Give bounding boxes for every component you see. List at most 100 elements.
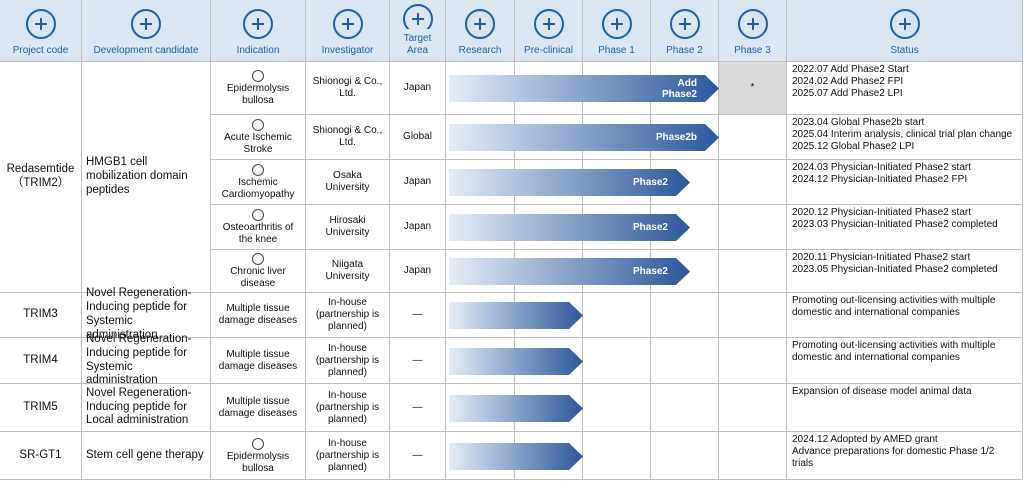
candidate-text: Novel Regeneration-Inducing peptide for … bbox=[86, 332, 192, 387]
area-text: — bbox=[412, 309, 423, 320]
project-text: SR-GT1 bbox=[19, 448, 62, 461]
area-text: — bbox=[412, 354, 423, 366]
indication: Chronic liver disease bbox=[211, 250, 306, 293]
header-cell: Pre-clinical bbox=[515, 0, 583, 62]
indication: Ischemic Cardiomyopathy bbox=[211, 160, 306, 205]
progress-arrow bbox=[449, 347, 583, 375]
arrow-shape bbox=[449, 394, 583, 422]
indication-icon bbox=[252, 119, 264, 131]
header-label: Phase 2 bbox=[666, 45, 703, 56]
indication-icon bbox=[252, 164, 264, 176]
status: 2024.12 Adopted by AMED grant Advance pre… bbox=[787, 432, 1023, 480]
header-icon bbox=[533, 9, 564, 39]
target-area: Japan bbox=[390, 205, 446, 250]
progress-arrow bbox=[449, 442, 583, 470]
area-text: Japan bbox=[403, 221, 432, 232]
header-icon bbox=[601, 9, 632, 39]
header-cell: Project code bbox=[0, 0, 82, 62]
investigator: Niigata University bbox=[306, 250, 390, 293]
progress-arrow bbox=[449, 394, 583, 422]
indication: Epidermolysis bullosa bbox=[211, 62, 306, 115]
header-label: Phase 1 bbox=[598, 45, 635, 56]
header-cell: Research bbox=[446, 0, 515, 62]
arrow-shape bbox=[449, 347, 583, 375]
status-line: Promoting out-licensing activities with … bbox=[792, 340, 996, 363]
investigator-text: Hirosaki University bbox=[325, 215, 370, 238]
header-icon bbox=[332, 9, 363, 39]
status-line: 2025.07 Add Phase2 LPI bbox=[792, 88, 903, 99]
candidate-text: Novel Regeneration-Inducing peptide for … bbox=[86, 287, 192, 341]
investigator-text: Osaka University bbox=[325, 170, 370, 193]
project-text: TRIM4 bbox=[23, 353, 58, 366]
candidate-text: Stem cell gene therapy bbox=[86, 448, 204, 461]
header-cell: Development candidate bbox=[82, 0, 211, 62]
status-line: 2024.03 Physician-Initiated Phase2 start bbox=[792, 162, 971, 173]
candidate: Novel Regeneration-Inducing peptide for … bbox=[82, 287, 211, 341]
status-line: 2024.12 Physician-Initiated Phase2 FPI bbox=[792, 174, 968, 185]
status-line: 2020.11 Physician-Initiated Phase2 start bbox=[792, 252, 971, 263]
stage-cell bbox=[651, 384, 719, 432]
stage-cell bbox=[651, 338, 719, 384]
stage-cell bbox=[719, 160, 787, 205]
target-area: Japan bbox=[390, 160, 446, 205]
project-text: TRIM3 bbox=[23, 308, 58, 321]
header-icon bbox=[402, 4, 433, 29]
header-cell: Status bbox=[787, 0, 1023, 62]
indication: Multiple tissue damage diseases bbox=[211, 338, 306, 384]
arrow-shape bbox=[449, 442, 583, 470]
candidate: Novel Regeneration-Inducing peptide for … bbox=[82, 333, 211, 386]
investigator-text: In-house (partnership is planned) bbox=[315, 389, 380, 425]
target-area: — bbox=[390, 338, 446, 384]
stage-label: Phase2 bbox=[632, 266, 668, 277]
status: 2023.04 Global Phase2b start 2025.04 Inte… bbox=[787, 115, 1023, 160]
header-label: Development candidate bbox=[93, 45, 199, 56]
stage-label: Phase2 bbox=[632, 177, 668, 188]
indication-text: Acute Ischemic Stroke bbox=[224, 132, 292, 155]
project-text: Redasemtide （TRIM2） bbox=[6, 163, 75, 189]
status: Expansion of disease model animal data bbox=[787, 384, 1023, 432]
header-label: Status bbox=[890, 45, 919, 56]
status-line: 2025.12 Global Phase2 LPI bbox=[792, 141, 915, 152]
indication: Multiple tissue damage diseases bbox=[211, 384, 306, 432]
arrow-shape bbox=[449, 169, 690, 196]
stage-cell bbox=[583, 338, 651, 384]
status: Promoting out-licensing activities with … bbox=[787, 293, 1023, 338]
stage-cell bbox=[719, 115, 787, 160]
status: Promoting out-licensing activities with … bbox=[787, 338, 1023, 384]
progress-arrow: Phase2 bbox=[449, 214, 690, 241]
indication-text: Multiple tissue damage diseases bbox=[218, 303, 298, 326]
stage-cell bbox=[651, 293, 719, 338]
stage-label: Phase2b bbox=[655, 132, 697, 143]
stage-cell bbox=[651, 160, 719, 205]
investigator: In-house (partnership is planned) bbox=[306, 338, 390, 384]
investigator-text: Shionogi & Co., Ltd. bbox=[312, 125, 383, 148]
stage-cell bbox=[583, 293, 651, 338]
stage-cell: * bbox=[719, 62, 787, 115]
candidate: Stem cell gene therapy bbox=[82, 432, 211, 480]
project-code: SR-GT1 bbox=[0, 432, 82, 480]
indication-text: Epidermolysis bullosa bbox=[226, 83, 290, 106]
progress-arrow: Phase2b bbox=[449, 124, 719, 151]
candidate: Novel Regeneration-Inducing peptide for … bbox=[82, 384, 211, 432]
stage-cell bbox=[651, 432, 719, 480]
indication-text: Multiple tissue damage diseases bbox=[218, 395, 298, 419]
header-cell: Phase 1 bbox=[583, 0, 651, 62]
stage-cell bbox=[719, 432, 787, 480]
stage-cell bbox=[719, 338, 787, 384]
indication-icon bbox=[252, 253, 264, 265]
progress-arrow: Phase2 bbox=[449, 169, 690, 196]
area-text: Japan bbox=[403, 176, 432, 187]
arrow-shape bbox=[449, 302, 583, 329]
indication-icon bbox=[252, 70, 264, 82]
header-icon bbox=[131, 9, 161, 39]
progress-arrow: Phase2 bbox=[449, 258, 690, 285]
indication: Acute Ischemic Stroke bbox=[211, 115, 306, 160]
stage-label: Add Phase2 bbox=[661, 77, 697, 100]
header-label: Investigator bbox=[321, 45, 374, 56]
investigator: Osaka University bbox=[306, 160, 390, 205]
stage-cell bbox=[651, 250, 719, 293]
header-label: Indication bbox=[236, 45, 280, 56]
status-line: 2024.02 Add Phase2 FPI bbox=[792, 76, 904, 87]
area-text: — bbox=[412, 401, 423, 413]
area-text: Japan bbox=[403, 82, 432, 93]
